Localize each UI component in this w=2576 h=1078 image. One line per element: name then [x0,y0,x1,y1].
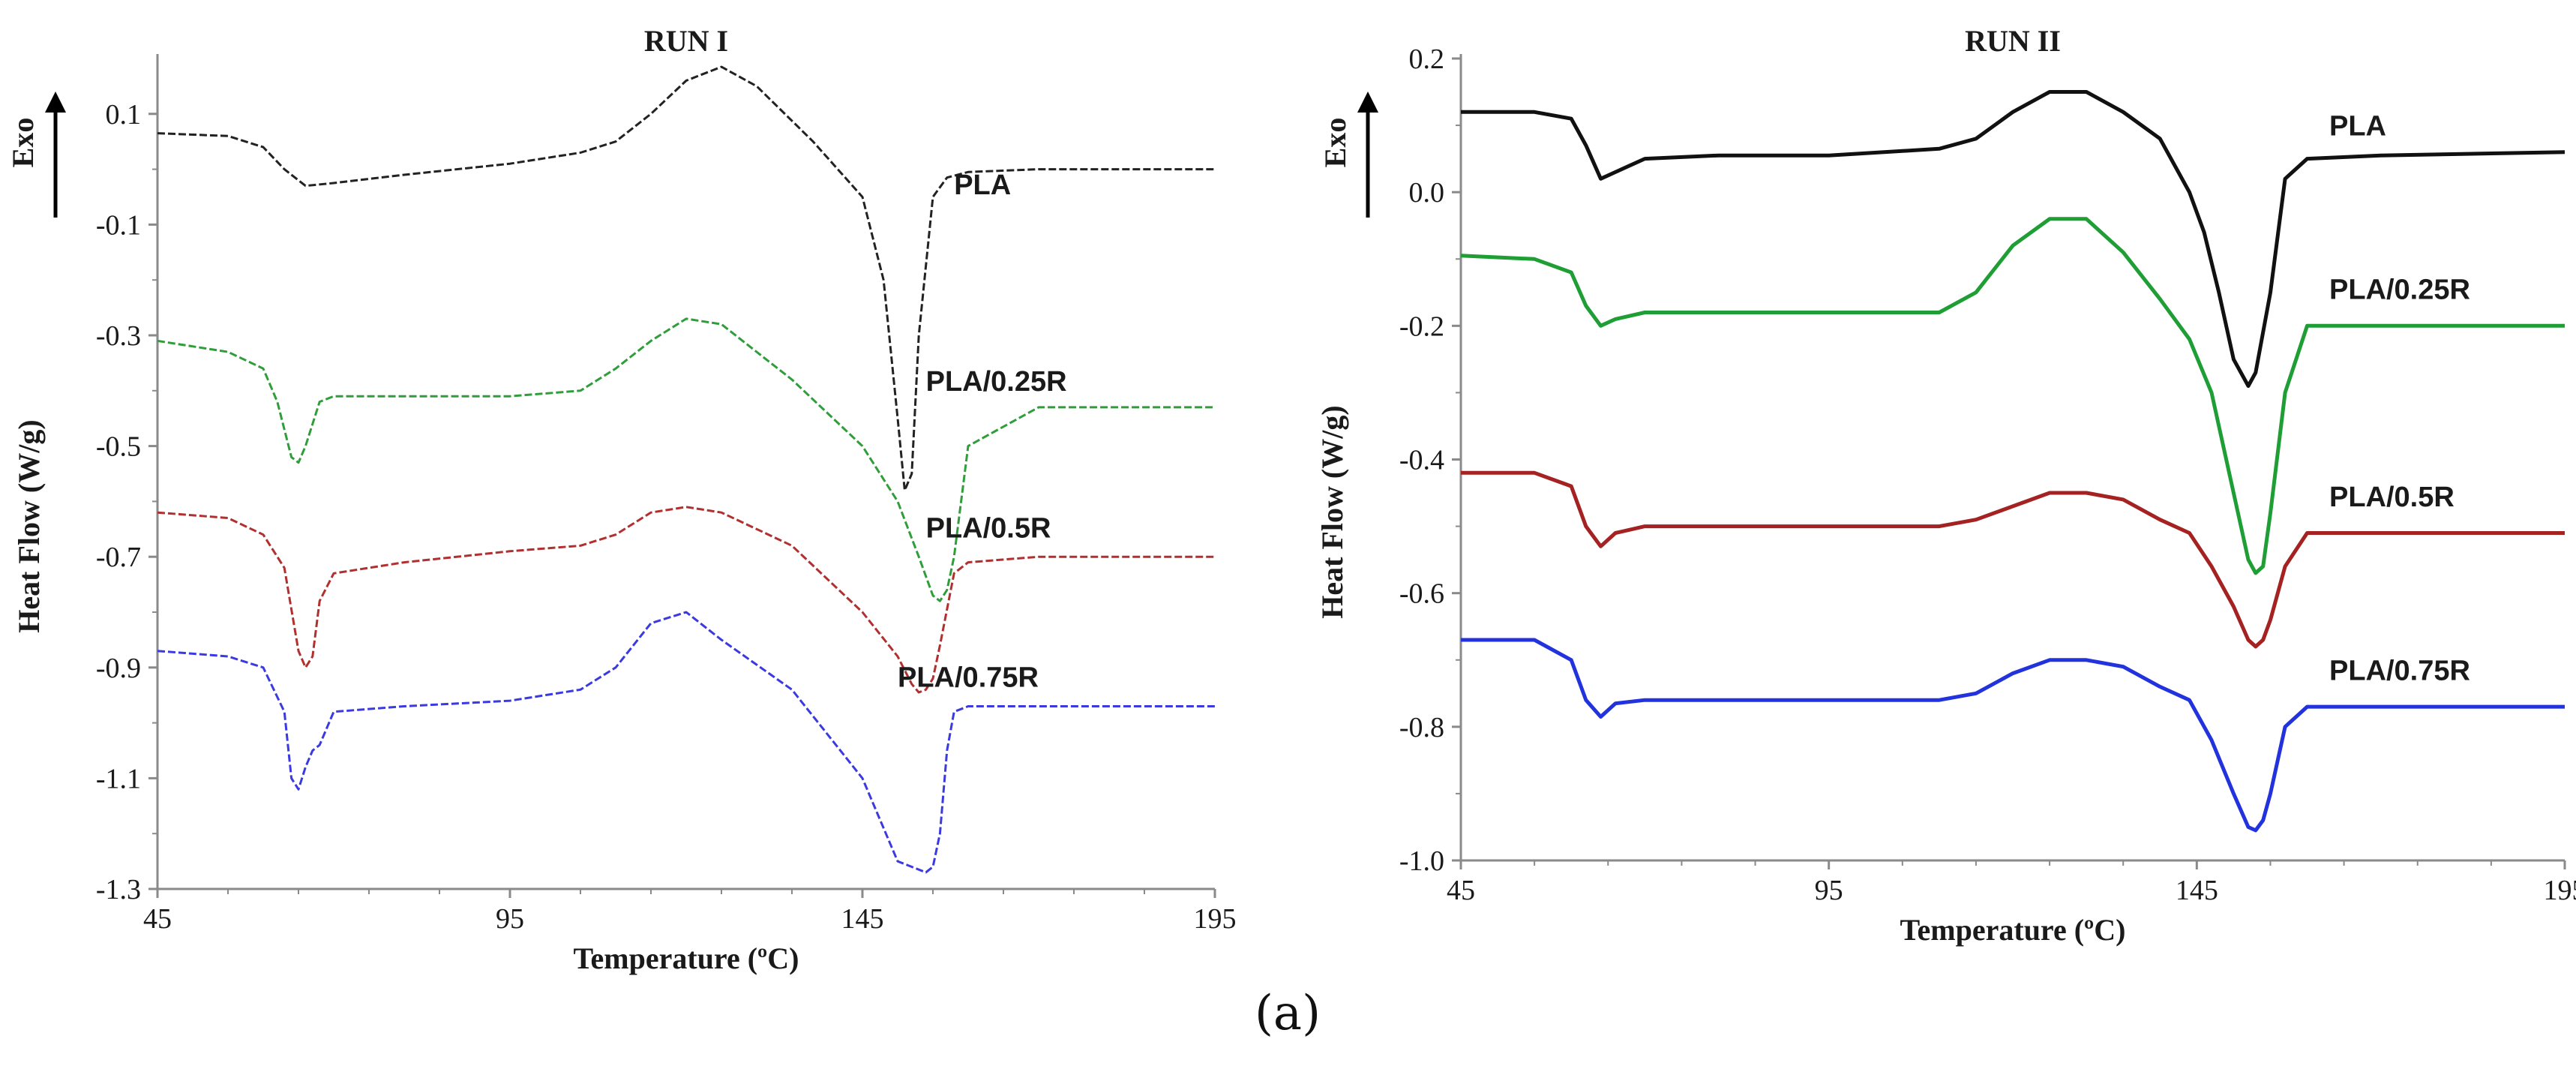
series-line-pla-0-75r [1461,638,2565,833]
series-label: PLA/0.5R [2329,482,2455,513]
y-axis-title: Heat Flow (W/g) [1315,405,1349,618]
series-line-pla [157,65,1215,492]
chart-title: RUN I [644,24,728,58]
y-tick-label: -1.1 [96,763,141,794]
y-axis-title: Heat Flow (W/g) [12,419,46,632]
chart-run-1: 0.1 -0.1 -0.3 -0.5 -0.7 -0.9 -1.1 -1.345 95 145 19… [6,24,1237,975]
series-label: PLA/0.25R [2329,275,2470,306]
y-tick-label: -0.9 [96,653,141,684]
chart-title: RUN II [1965,24,2061,58]
y-tick-label: -0.4 [1399,445,1444,476]
x-tick-label: 145 [841,903,884,935]
y-tick-label: -0.2 [1399,311,1444,342]
axes: 0.2 0.0 -0.2 -0.4 -0.6 -0.8 -1.045 95 145 195 [1399,44,2576,906]
y-tick-label: -0.7 [96,542,141,573]
y-tick-label: -0.1 [96,209,141,241]
series-line-pla-0-25r [1460,217,2565,575]
figure-caption: (a) [1255,986,1321,1041]
y-tick-label: -1.3 [96,874,141,905]
y-tick-label: 0.2 [1409,44,1445,75]
y-tick-label: -0.6 [1399,578,1444,610]
exo-arrow-head-icon [45,92,66,113]
y-tick-label: 0.1 [106,99,142,131]
x-tick-label: 195 [2544,875,2576,906]
x-axis-title: Temperature (ºC) [1900,913,2126,947]
x-tick-label: 45 [143,903,172,935]
series-label: PLA/0.75R [898,662,1039,694]
series-line-pla-0-25r [157,317,1215,602]
y-tick-label: 0.0 [1409,177,1445,209]
chart-run-2: 0.2 0.0 -0.2 -0.4 -0.6 -0.8 -1.045 95 145 195 RUN … [1315,24,2576,947]
y-tick-label: -1.0 [1399,845,1444,877]
x-axis-title: Temperature (ºC) [574,941,799,975]
x-tick-label: 95 [1815,875,1843,906]
series-line-pla-0-5r [1461,470,2565,649]
series-label: PLA/0.5R [926,512,1051,544]
series-label: PLA [954,170,1011,201]
series-label: PLA/0.25R [926,366,1067,398]
y-tick-label: -0.5 [96,431,141,463]
exo-arrow-head-icon [1357,92,1378,113]
series-line-pla-0-5r [157,506,1215,694]
x-tick-label: 145 [2176,875,2218,906]
y-tick-label: -0.3 [96,320,141,352]
y-tick-label: -0.8 [1399,712,1444,743]
series-line-pla-0-75r [157,611,1215,874]
series-label: PLA [2329,110,2386,142]
exo-label: Exo [6,118,40,168]
x-tick-label: 195 [1194,903,1237,935]
series-label: PLA/0.75R [2329,655,2470,686]
axes: 0.1 -0.1 -0.3 -0.5 -0.7 -0.9 -1.1 -1.345 95 145 19… [96,54,1237,935]
exo-label: Exo [1318,118,1352,168]
series-line-pla [1461,90,2566,388]
x-tick-label: 95 [496,903,524,935]
x-tick-label: 45 [1447,875,1475,906]
